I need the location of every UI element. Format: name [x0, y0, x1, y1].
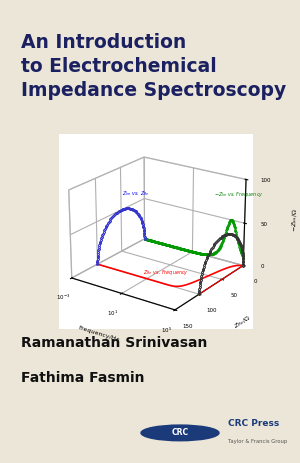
Text: CRC: CRC	[171, 428, 189, 437]
Text: Ramanathan Srinivasan: Ramanathan Srinivasan	[21, 336, 207, 350]
Text: CRC Press: CRC Press	[228, 419, 279, 428]
Text: Taylor & Francis Group: Taylor & Francis Group	[228, 439, 287, 444]
Text: Fathima Fasmin: Fathima Fasmin	[21, 371, 145, 385]
Text: An Introduction
to Electrochemical
Impedance Spectroscopy: An Introduction to Electrochemical Imped…	[21, 32, 286, 100]
Y-axis label: $Z_{Re}/\Omega$: $Z_{Re}/\Omega$	[232, 313, 253, 331]
X-axis label: Frequency/Hz: Frequency/Hz	[77, 325, 119, 343]
Circle shape	[141, 425, 219, 441]
